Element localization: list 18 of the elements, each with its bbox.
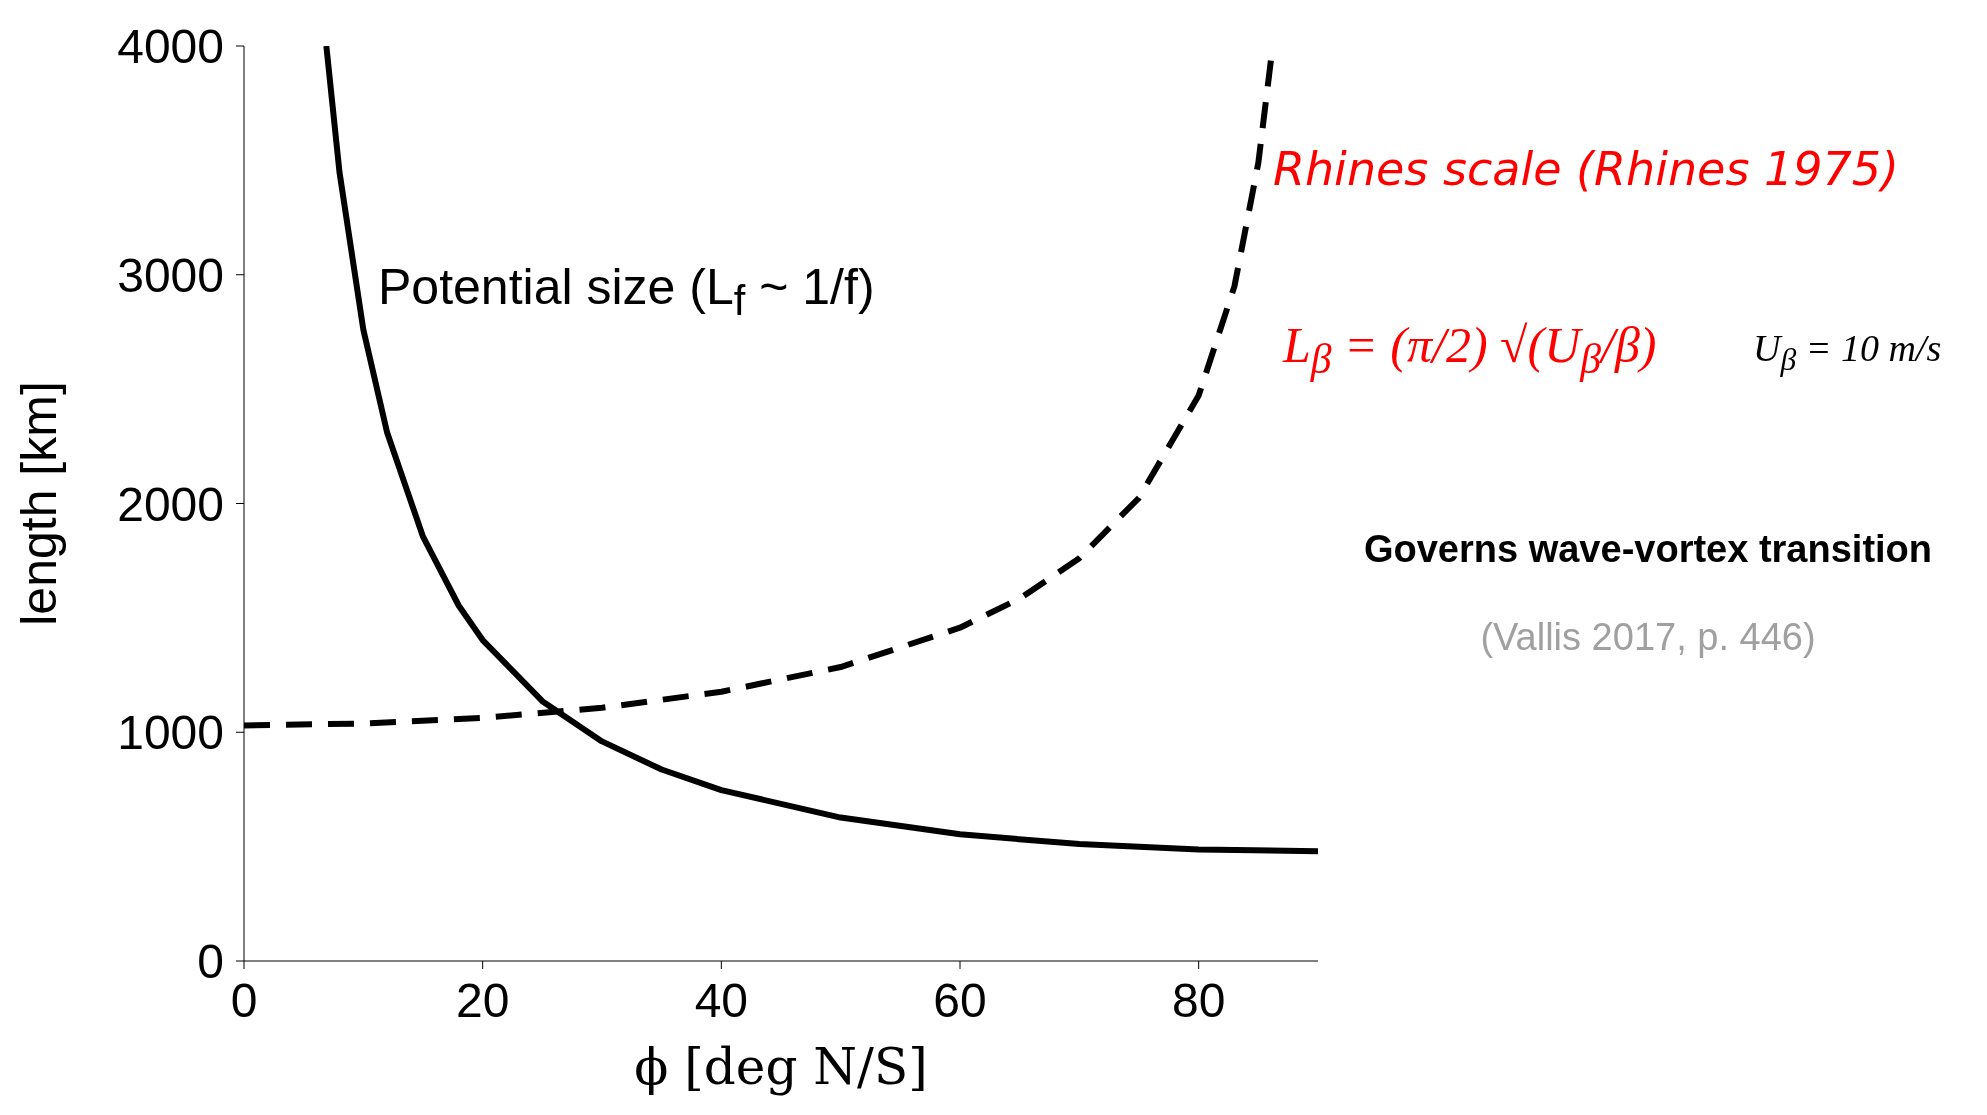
x-tick-label: 80: [1171, 974, 1226, 1028]
y-tick-label: 1000: [117, 706, 224, 760]
x-tick-label: 60: [933, 974, 987, 1028]
text: (Vallis 2017, p. 446): [1479, 616, 1817, 659]
x-axis-title: ϕ [deg N/S]: [633, 1038, 929, 1096]
x-tick-label: 20: [455, 974, 510, 1028]
y-tick-label: 0: [197, 935, 224, 989]
annotation: L$_{β}$ = (π/2) √(U$_{β}$/β): [1283, 316, 1657, 383]
y-tick-label: 4000: [117, 20, 224, 74]
annotation: Rhines scale (Rhines 1975): [1273, 142, 1899, 196]
x-tick-label: 0: [230, 974, 258, 1028]
y-tick-label: 2000: [117, 477, 224, 531]
x-tick-label: 40: [694, 974, 749, 1028]
annotation: Potential size (L$_{f}$ ~ 1/f): [378, 258, 875, 325]
y-tick-label: 3000: [117, 248, 224, 302]
y-axis-title: length [km]: [10, 381, 67, 626]
text: U$_{β}$ = 10 m/s: [1753, 326, 1942, 378]
text: Governs wave-vortex transition: [1362, 528, 1934, 571]
